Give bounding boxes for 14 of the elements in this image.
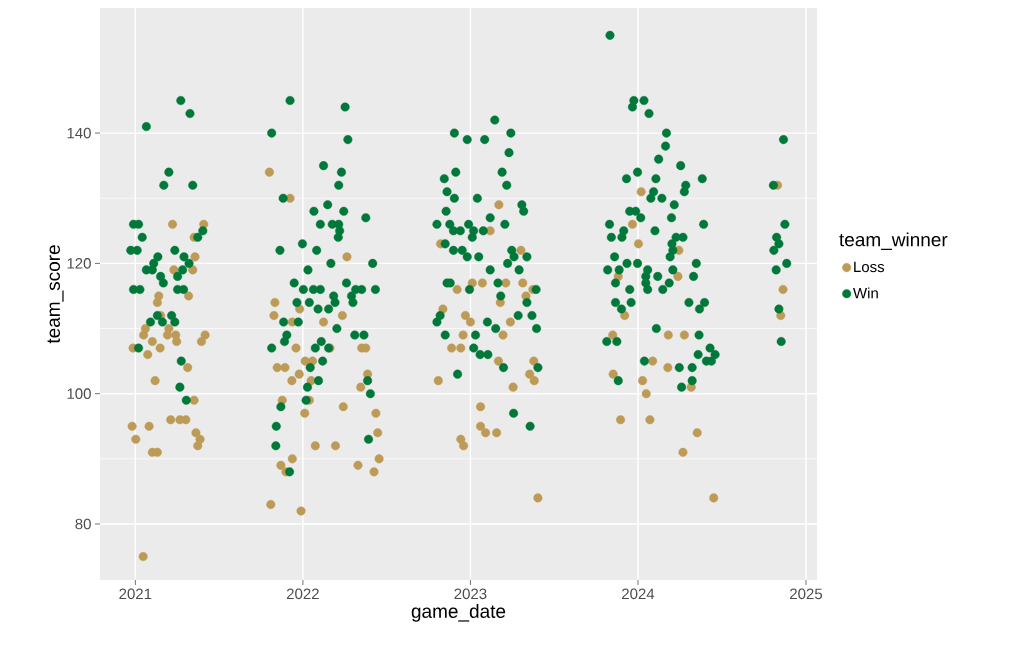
x-tick-label: 2022 [286, 588, 319, 600]
x-axis-title: game_date [411, 604, 506, 622]
x-tick-label: 2023 [454, 588, 487, 600]
x-tick-label: 2025 [790, 588, 823, 600]
y-axis-title: team_score [47, 245, 64, 344]
legend-title: team_winner [839, 232, 948, 250]
x-tick-label: 2021 [119, 588, 152, 600]
y-tick-label: 80 [75, 518, 91, 530]
y-tick-label: 120 [67, 258, 91, 269]
y-tick-label: 100 [67, 388, 91, 399]
x-tick-label: 2024 [622, 588, 655, 600]
y-tick-label: 140 [67, 127, 91, 139]
legend-label: Loss [854, 261, 885, 273]
legend-label: Win [853, 287, 878, 299]
